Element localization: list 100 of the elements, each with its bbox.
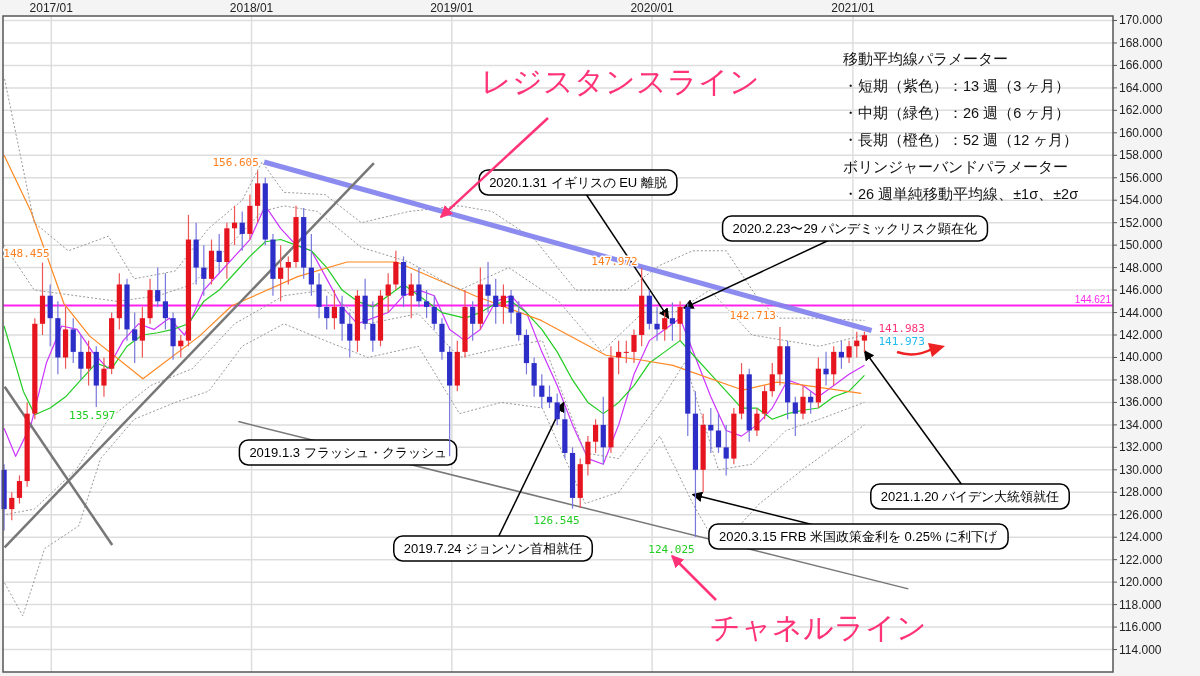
ref-line-label: 144.621: [1074, 293, 1112, 305]
y-tick-label: 130.000: [1119, 462, 1163, 477]
annotation: 126.545: [533, 513, 580, 527]
y-tick-label: 120.000: [1119, 575, 1163, 590]
annotation: チャネルライン: [709, 611, 927, 644]
annotation: ・中期（緑色）：26 週（6 ヶ月）: [843, 105, 1071, 121]
y-tick-label: 126.000: [1119, 507, 1163, 522]
candlestick: [78, 334, 84, 381]
candlestick: [347, 311, 353, 359]
candlestick: [500, 283, 507, 325]
annotation: ボリンジャーバンドパラメーター: [843, 159, 1068, 175]
annotation: 141.973: [878, 335, 925, 349]
candlestick: [86, 340, 92, 387]
candlestick: [761, 384, 768, 420]
candlestick: [677, 300, 683, 342]
y-tick-label: 170.000: [1119, 13, 1163, 28]
candlestick: [393, 250, 399, 291]
candlestick: [132, 311, 138, 364]
x-tick-label: 2021/01: [831, 1, 875, 15]
annotation: 124.025: [648, 542, 695, 556]
candlestick: [585, 435, 591, 477]
candlestick: [239, 210, 245, 252]
candlestick: [139, 306, 145, 359]
candlestick: [9, 491, 15, 521]
candlestick: [47, 283, 53, 347]
candlestick: [324, 295, 330, 330]
candlestick: [162, 272, 169, 330]
y-tick-label: 164.000: [1119, 80, 1163, 95]
candlestick: [600, 396, 606, 465]
annotation: 2020.2.23〜29 パンデミックリスク顕在化: [732, 221, 978, 236]
candlestick: [423, 289, 430, 319]
annotation: ・長期（橙色）：52 週（12 ヶ月）: [843, 132, 1079, 148]
candlestick: [216, 233, 222, 274]
candlestick: [539, 373, 545, 409]
candlestick: [201, 244, 207, 297]
candlestick: [408, 272, 414, 319]
candlestick: [715, 413, 722, 454]
y-tick-label: 168.000: [1119, 35, 1163, 50]
candlestick: [16, 474, 23, 505]
y-tick-label: 136.000: [1119, 395, 1163, 410]
y-tick-label: 158.000: [1119, 148, 1163, 163]
candlestick: [654, 306, 660, 342]
y-tick-label: 144.000: [1119, 305, 1163, 320]
x-tick-label: 2020/01: [630, 1, 675, 15]
candlestick: [101, 356, 107, 398]
candlestick: [70, 317, 76, 364]
candlestick: [470, 300, 476, 342]
y-tick-label: 162.000: [1119, 103, 1163, 118]
annotation: 2021.1.20 バイデン大統領就任: [880, 489, 1060, 504]
annotation: 2020.1.31 イギリスの EU 離脱: [489, 175, 667, 190]
y-tick-label: 154.000: [1119, 193, 1163, 208]
candlestick: [331, 289, 338, 330]
annotation: 142.713: [729, 309, 776, 322]
y-tick-label: 118.000: [1119, 597, 1162, 612]
y-tick-label: 122.000: [1119, 552, 1163, 567]
annotation: 135.597: [69, 408, 116, 422]
y-tick-label: 150.000: [1119, 238, 1163, 253]
candlestick: [846, 340, 852, 364]
y-tick-label: 134.000: [1119, 417, 1163, 432]
candlestick: [769, 362, 775, 398]
candlestick: [508, 289, 514, 325]
candlestick: [416, 267, 422, 308]
candlestick: [662, 311, 668, 342]
line-series: [3, 238, 866, 420]
y-tick-label: 152.000: [1119, 215, 1163, 230]
candlestick: [493, 278, 499, 325]
y-tick-label: 116.000: [1119, 620, 1162, 635]
y-tick-label: 132.000: [1119, 440, 1163, 455]
y-tick-label: 124.000: [1119, 530, 1163, 545]
candlestick: [285, 255, 291, 286]
candlestick: [155, 267, 161, 308]
annotation: 2019.7.24 ジョンソン首相就任: [403, 541, 583, 556]
y-tick-label: 140.000: [1119, 350, 1163, 365]
candlestick: [723, 424, 729, 477]
candlestick: [385, 272, 391, 314]
annotation: レジスタンスライン: [480, 65, 760, 98]
candlestick: [623, 340, 629, 364]
candlestick: [754, 407, 760, 437]
candlestick: [861, 331, 868, 353]
candlestick: [485, 261, 491, 314]
candlestick: [431, 295, 437, 330]
y-tick-label: 156.000: [1119, 170, 1163, 185]
candlestick: [800, 384, 806, 420]
candlestick: [631, 328, 637, 364]
x-tick-label: 2017/01: [29, 1, 74, 15]
candlestick: [516, 300, 522, 342]
annotation: 141.983: [878, 322, 925, 336]
candlestick: [554, 392, 560, 426]
candlestick: [823, 351, 829, 387]
y-tick-label: 166.000: [1119, 58, 1163, 73]
candlestick: [278, 244, 284, 302]
candlestick: [254, 170, 261, 224]
y-tick-label: 148.000: [1119, 260, 1163, 275]
y-tick-label: 114.000: [1119, 642, 1162, 657]
candlestick: [370, 300, 376, 353]
candlestick: [831, 345, 837, 387]
x-tick-label: 2018/01: [229, 1, 274, 15]
candlestick: [308, 233, 314, 297]
y-tick-label: 142.000: [1119, 328, 1163, 343]
candlestick: [316, 272, 322, 319]
